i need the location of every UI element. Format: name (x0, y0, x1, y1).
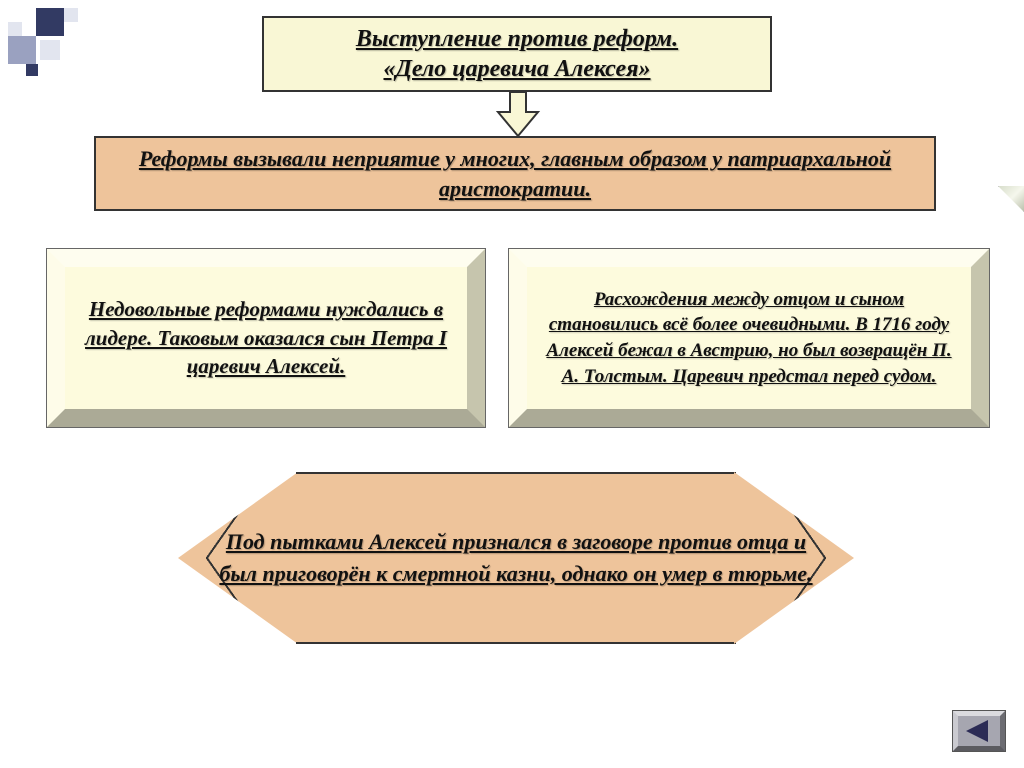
triangle-left-icon (966, 720, 988, 742)
conclusion-text: Под пытками Алексей признался в заговоре… (216, 526, 816, 590)
decor-sq (8, 22, 22, 36)
decor-sq (36, 8, 64, 36)
conclusion-hexagon: Под пытками Алексей признался в заговоре… (176, 472, 856, 644)
decor-sq (40, 40, 60, 60)
detail-right-text: Расхождения между отцом и сыном становил… (537, 287, 961, 390)
detail-left-text: Недовольные реформами нуждались в лидере… (75, 295, 457, 380)
decor-sq (64, 8, 78, 22)
detail-box-right: Расхождения между отцом и сыном становил… (508, 248, 990, 428)
detail-box-left: Недовольные реформами нуждались в лидере… (46, 248, 486, 428)
nav-back-button[interactable] (952, 710, 1006, 752)
decor-sq (8, 36, 36, 64)
arrow-down-icon (494, 90, 542, 138)
title-line1: Выступление против реформ. (276, 24, 758, 54)
context-text: Реформы вызывали неприятие у многих, гла… (110, 144, 920, 203)
title-line2: «Дело царевича Алексея» (276, 54, 758, 84)
decor-sq (26, 64, 38, 76)
corner-decoration (8, 8, 98, 98)
page-curl-decoration (998, 186, 1024, 212)
context-box: Реформы вызывали неприятие у многих, гла… (94, 136, 936, 211)
title-box: Выступление против реформ. «Дело царевич… (262, 16, 772, 92)
